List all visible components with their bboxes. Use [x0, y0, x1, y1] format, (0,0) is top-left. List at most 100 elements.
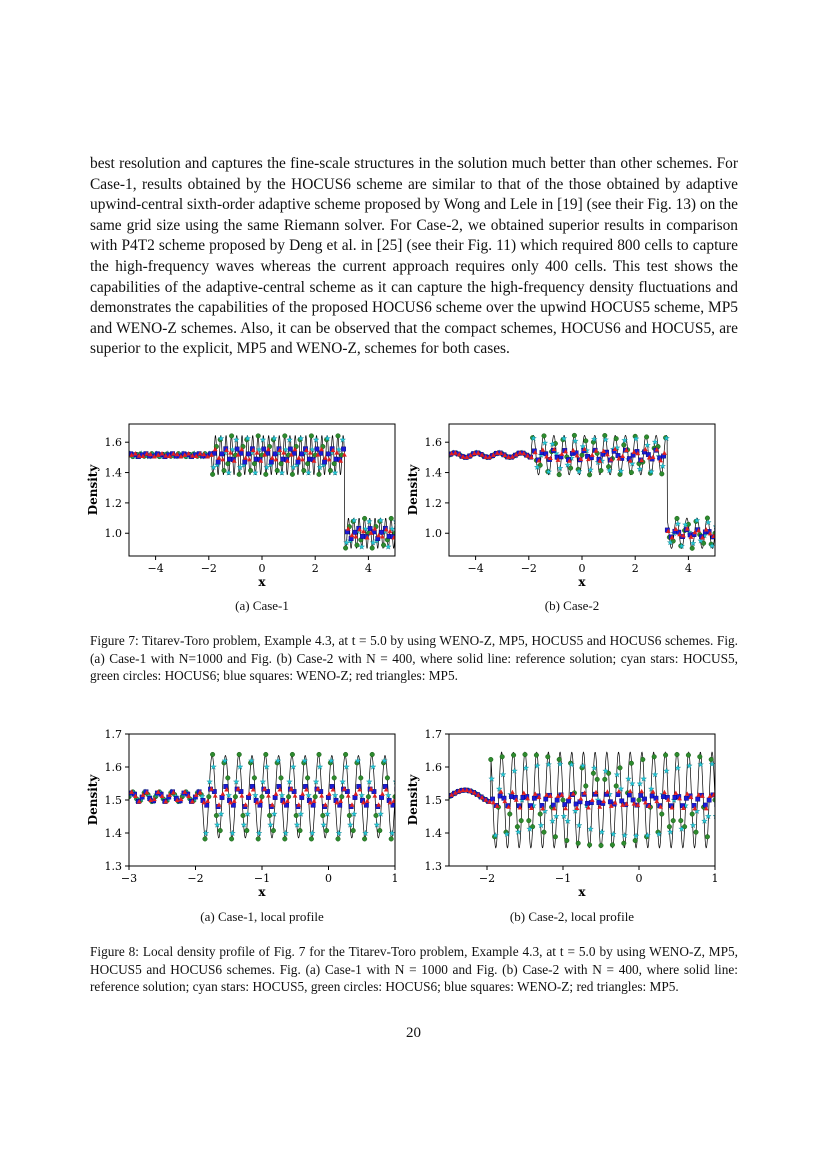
- point-mp5: [235, 786, 241, 791]
- point-mp5: [627, 458, 633, 463]
- point-mp5: [186, 793, 192, 798]
- y-tick-label: 1.3: [105, 860, 123, 873]
- point-mp5: [525, 796, 531, 801]
- point-hocus5: [244, 435, 251, 442]
- point-hocus5: [343, 539, 350, 546]
- point-mp5: [258, 458, 264, 463]
- point-mp5: [540, 447, 546, 452]
- point-mp5: [323, 802, 328, 807]
- point-hocus6: [613, 436, 619, 442]
- point-hocus5: [651, 771, 659, 778]
- point-hocus5: [587, 825, 594, 832]
- point-mp5: [296, 455, 302, 460]
- point-hocus6: [377, 828, 383, 834]
- point-hocus5: [533, 762, 541, 769]
- point-mp5: [247, 456, 252, 462]
- point-mp5: [639, 788, 645, 794]
- figure7-caption: Figure 7: Titarev-Toro problem, Example …: [90, 633, 738, 683]
- point-mp5: [684, 526, 690, 531]
- point-hocus5: [625, 775, 632, 782]
- point-mp5: [277, 447, 283, 453]
- point-mp5: [266, 793, 271, 798]
- point-mp5: [654, 447, 660, 452]
- point-mp5: [548, 793, 553, 798]
- point-hocus5: [644, 441, 651, 449]
- point-hocus6: [488, 756, 494, 762]
- plot-frame: [448, 423, 716, 557]
- point-mp5: [692, 529, 698, 535]
- point-mp5: [300, 456, 306, 462]
- series-hocus6: [129, 751, 395, 842]
- point-mp5: [525, 453, 531, 458]
- point-hocus6: [598, 842, 604, 848]
- point-mp5: [491, 452, 496, 457]
- point-hocus6: [663, 752, 669, 758]
- point-wenoz: [550, 802, 556, 808]
- point-mp5: [342, 452, 347, 457]
- point-wenoz: [310, 802, 316, 808]
- point-hocus5: [324, 810, 331, 817]
- point-mp5: [136, 453, 142, 458]
- point-hocus5: [636, 780, 644, 787]
- point-mp5: [536, 458, 542, 463]
- point-hocus5: [621, 831, 628, 839]
- point-hocus5: [392, 520, 395, 525]
- point-mp5: [616, 788, 622, 794]
- point-mp5: [563, 448, 569, 454]
- y-tick-label: 1.4: [425, 467, 443, 480]
- point-wenoz: [215, 459, 221, 465]
- point-hocus5: [632, 435, 640, 442]
- point-mp5: [665, 528, 671, 534]
- point-mp5: [193, 453, 199, 459]
- point-hocus6: [685, 752, 691, 758]
- point-mp5: [711, 533, 715, 539]
- point-hocus6: [259, 794, 265, 800]
- point-mp5: [464, 787, 470, 793]
- point-hocus6: [670, 818, 676, 824]
- point-hocus6: [316, 471, 322, 477]
- point-mp5: [300, 791, 306, 796]
- point-mp5: [665, 797, 671, 802]
- point-wenoz: [295, 459, 301, 465]
- point-mp5: [307, 799, 313, 805]
- point-hocus5: [537, 821, 545, 829]
- point-mp5: [684, 791, 690, 796]
- point-mp5: [228, 450, 233, 455]
- point-hocus6: [278, 461, 284, 467]
- point-mp5: [551, 446, 557, 452]
- point-mp5: [631, 449, 637, 454]
- point-hocus5: [511, 767, 518, 774]
- point-hocus5: [350, 517, 358, 524]
- point-mp5: [673, 790, 679, 795]
- point-mp5: [627, 788, 633, 794]
- point-wenoz: [653, 795, 659, 801]
- point-wenoz: [329, 784, 335, 789]
- point-hocus5: [609, 830, 617, 837]
- point-hocus5: [362, 829, 369, 836]
- x-axis-label: x: [578, 575, 586, 589]
- figure8-caption: Figure 8: Local density profile of Fig. …: [90, 944, 738, 994]
- point-mp5: [529, 805, 534, 811]
- point-hocus5: [327, 757, 335, 764]
- point-hocus6: [564, 838, 570, 844]
- point-wenoz: [539, 803, 545, 808]
- point-hocus6: [704, 515, 710, 521]
- point-mp5: [319, 793, 325, 798]
- point-mp5: [570, 791, 576, 796]
- point-mp5: [239, 793, 245, 798]
- point-mp5: [144, 789, 150, 795]
- point-mp5: [608, 803, 614, 808]
- point-mp5: [601, 798, 607, 804]
- point-hocus5: [202, 829, 210, 836]
- point-hocus5: [628, 780, 636, 787]
- point-hocus5: [282, 829, 289, 836]
- point-hocus5: [335, 446, 343, 453]
- point-wenoz: [352, 529, 358, 535]
- point-mp5: [688, 794, 694, 800]
- point-hocus5: [621, 436, 628, 444]
- point-wenoz: [379, 529, 384, 535]
- chart-fig7a: −4 −2 0 2 4 1.0 1.2 1.4 1.6 x Density: [86, 423, 396, 589]
- point-hocus5: [590, 435, 598, 442]
- point-hocus5: [571, 437, 579, 444]
- point-hocus5: [549, 440, 556, 447]
